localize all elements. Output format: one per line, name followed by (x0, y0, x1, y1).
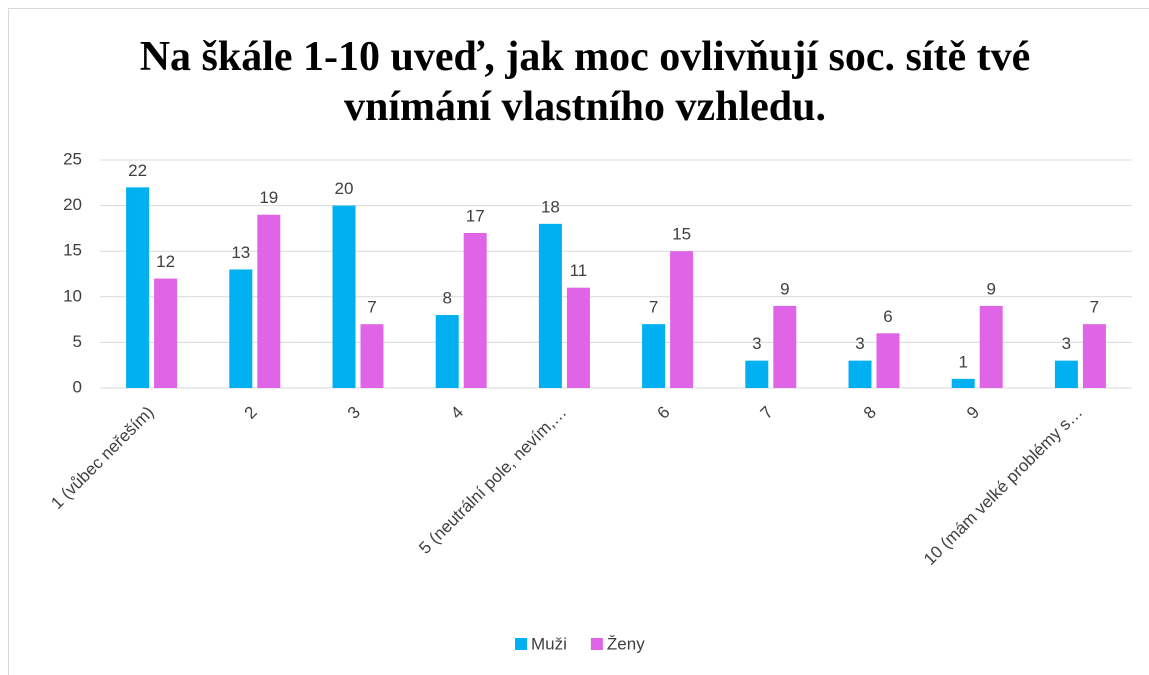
x-tick-label: 9 (963, 403, 983, 423)
bar (848, 360, 872, 388)
legend-label: Muži (531, 634, 567, 653)
value-label: 3 (1062, 334, 1071, 353)
bar (1054, 360, 1078, 388)
value-label: 11 (570, 261, 588, 280)
value-label: 17 (466, 206, 485, 225)
y-tick-label: 10 (63, 286, 82, 305)
bar (154, 278, 178, 388)
bar (126, 187, 150, 388)
y-tick-label: 25 (63, 149, 82, 168)
bar (642, 324, 666, 388)
bar (332, 205, 356, 388)
x-tick-label: 6 (653, 403, 673, 423)
x-tick-label: 4 (447, 403, 467, 423)
x-tick-label: 10 (mám velké problémy s… (920, 403, 1086, 569)
value-label: 9 (780, 279, 789, 298)
value-label: 6 (883, 307, 892, 326)
x-tick-label: 5 (neutrální pole, nevím,… (415, 403, 570, 558)
bar (979, 305, 1003, 388)
legend-swatch (515, 638, 527, 650)
x-tick-label: 8 (860, 403, 880, 423)
bar (257, 214, 281, 388)
bar (435, 315, 459, 388)
value-label: 13 (231, 243, 250, 262)
value-label: 3 (752, 334, 761, 353)
bar (745, 360, 769, 388)
bar (951, 378, 975, 388)
bar (876, 333, 900, 388)
x-tick-label: 1 (vůbec neřeším) (47, 403, 157, 513)
value-label: 15 (672, 225, 691, 244)
value-label: 9 (986, 279, 995, 298)
bar (773, 305, 797, 388)
x-tick-label: 2 (241, 403, 261, 423)
value-label: 8 (442, 289, 451, 308)
bar (538, 223, 562, 388)
x-tick-label: 3 (344, 403, 364, 423)
value-label: 19 (259, 188, 278, 207)
value-label: 3 (855, 334, 864, 353)
y-tick-label: 0 (73, 377, 82, 396)
chart-border (8, 8, 1149, 675)
bar (229, 269, 253, 388)
value-label: 20 (335, 179, 354, 198)
value-label: 12 (156, 252, 175, 271)
bar (670, 251, 694, 388)
y-tick-label: 15 (63, 241, 82, 260)
bar (1082, 324, 1106, 388)
value-label: 22 (128, 161, 147, 180)
bar (360, 324, 384, 388)
x-tick-label: 7 (757, 403, 777, 423)
value-label: 18 (541, 197, 560, 216)
legend-label: Ženy (607, 634, 645, 653)
value-label: 7 (1090, 298, 1099, 317)
bar (463, 232, 487, 388)
value-label: 1 (958, 352, 967, 371)
legend-swatch (590, 638, 603, 650)
chart-title: Na škále 1-10 uveď, jak moc ovlivňují so… (139, 34, 1031, 130)
y-tick-label: 20 (63, 195, 82, 214)
value-label: 7 (367, 298, 376, 317)
y-tick-label: 5 (73, 332, 82, 351)
value-label: 7 (649, 298, 658, 317)
bar (566, 287, 590, 388)
